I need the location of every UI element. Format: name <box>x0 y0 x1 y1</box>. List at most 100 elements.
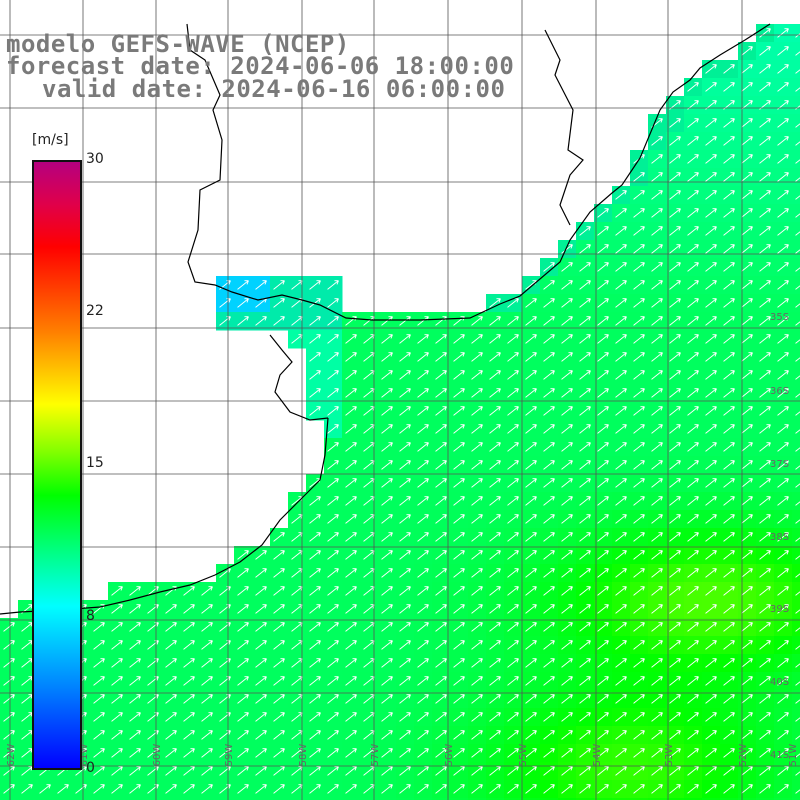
wind-arrow <box>489 676 501 686</box>
wind-arrow <box>345 694 357 704</box>
wind-arrow <box>615 478 627 488</box>
wind-arrow <box>795 285 800 290</box>
wind-arrow <box>309 640 321 650</box>
wind-arrow <box>651 154 663 164</box>
wind-arrow <box>273 694 285 704</box>
wind-arrow <box>381 586 393 596</box>
wind-arrow <box>561 424 573 434</box>
wind-arrow <box>705 334 717 344</box>
wind-arrow <box>273 784 285 794</box>
wind-arrow <box>795 33 800 38</box>
wind-arrow <box>579 586 591 596</box>
wind-arrow <box>435 658 447 668</box>
wind-arrow <box>759 208 771 218</box>
wind-arrow <box>759 442 771 452</box>
wind-arrow <box>309 532 321 542</box>
wind-arrow <box>579 370 591 380</box>
wind-arrow <box>651 208 663 218</box>
wind-arrow <box>615 748 627 758</box>
wind-arrow <box>399 352 411 362</box>
wind-arrow <box>417 784 429 794</box>
wind-arrow <box>489 424 501 434</box>
wind-arrow <box>687 244 699 254</box>
wind-arrow <box>795 195 800 200</box>
wind-arrow <box>687 766 699 776</box>
wind-arrow <box>435 604 447 614</box>
wind-arrow <box>201 712 213 722</box>
wind-arrow <box>759 784 771 794</box>
wind-arrow <box>651 640 663 650</box>
wind-arrow <box>435 532 447 542</box>
wind-arrow <box>327 478 339 488</box>
wind-arrow <box>471 604 483 614</box>
wind-arrow <box>219 658 231 668</box>
wind-arrow <box>435 676 447 686</box>
wind-arrow <box>201 766 213 776</box>
wind-arrow <box>633 514 645 524</box>
wind-arrow <box>687 730 699 740</box>
wind-arrow <box>471 622 483 632</box>
wind-arrow <box>795 177 800 182</box>
wind-arrow <box>489 640 501 650</box>
wind-arrow <box>453 370 465 380</box>
wind-arrow <box>669 478 681 488</box>
wind-speed-cell <box>648 798 667 800</box>
wind-arrow <box>651 226 663 236</box>
wind-arrow <box>435 406 447 416</box>
wind-arrow <box>255 280 267 290</box>
wind-arrow <box>543 730 555 740</box>
wind-arrow <box>741 244 753 254</box>
wind-arrow <box>579 640 591 650</box>
wind-arrow <box>309 622 321 632</box>
colorbar-tick-0: 0 <box>86 760 95 776</box>
wind-arrow <box>471 496 483 506</box>
wind-arrow <box>705 676 717 686</box>
wind-arrow <box>345 388 357 398</box>
wind-arrow <box>345 766 357 776</box>
wind-speed-cell <box>198 798 217 800</box>
wind-arrow <box>417 478 429 488</box>
wind-arrow <box>633 532 645 542</box>
wind-arrow <box>597 244 609 254</box>
wind-arrow <box>687 388 699 398</box>
wind-arrow <box>579 262 591 272</box>
wind-speed-cell <box>360 798 379 800</box>
wind-arrow <box>759 712 771 722</box>
wind-arrow <box>597 226 609 236</box>
wind-arrow <box>597 442 609 452</box>
wind-speed-cell <box>72 798 91 800</box>
wind-arrow <box>759 154 771 164</box>
wind-arrow <box>471 730 483 740</box>
wind-arrow <box>345 442 357 452</box>
wind-arrow <box>723 784 735 794</box>
wind-arrow <box>615 586 627 596</box>
wind-arrow <box>777 730 789 740</box>
wind-arrow <box>327 334 339 344</box>
wind-arrow <box>669 298 681 308</box>
wind-arrow <box>399 334 411 344</box>
wind-arrow <box>669 658 681 668</box>
wind-arrow <box>795 447 800 452</box>
wind-arrow <box>705 514 717 524</box>
wind-speed-cell <box>756 798 775 800</box>
wind-arrow <box>327 514 339 524</box>
wind-arrow <box>795 69 800 74</box>
wind-arrow <box>381 784 393 794</box>
wind-arrow <box>147 676 159 686</box>
wind-arrow <box>255 658 267 668</box>
wind-arrow <box>759 694 771 704</box>
wind-speed-cell <box>792 150 800 169</box>
wind-arrow <box>309 694 321 704</box>
wind-arrow <box>669 676 681 686</box>
wind-arrow <box>327 694 339 704</box>
wind-arrow <box>777 334 789 344</box>
wind-speed-cell <box>792 186 800 205</box>
wind-speed-cell <box>792 582 800 601</box>
wind-arrow <box>777 118 789 128</box>
wind-arrow <box>309 604 321 614</box>
wind-arrow <box>705 370 717 380</box>
wind-arrow <box>309 406 321 416</box>
wind-arrow <box>759 640 771 650</box>
wind-arrow <box>579 352 591 362</box>
wind-arrow <box>777 568 789 578</box>
